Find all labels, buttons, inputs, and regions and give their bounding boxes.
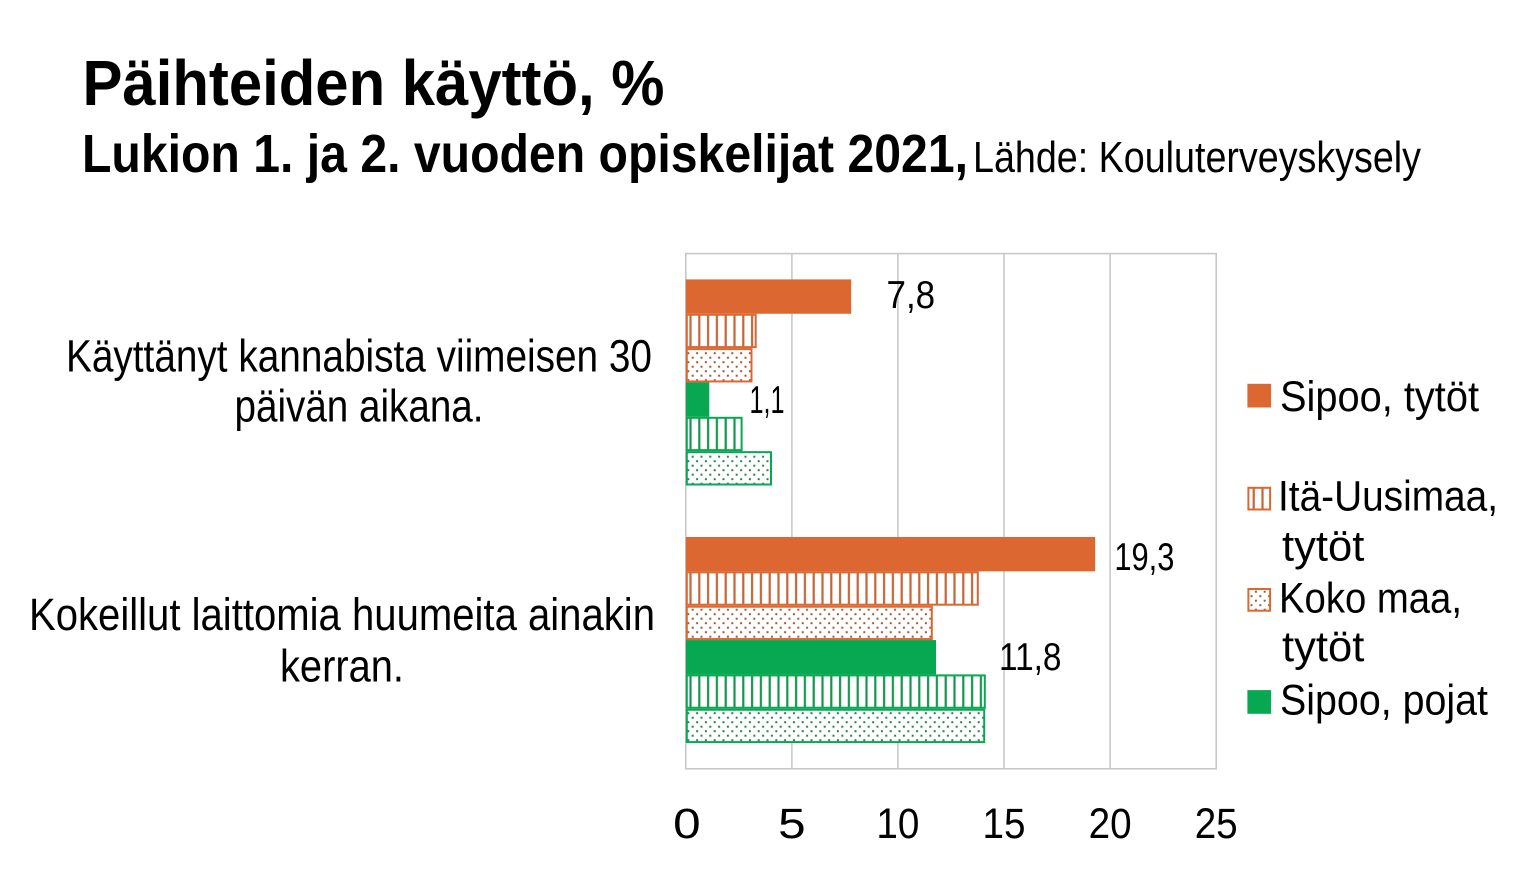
svg-text:Koko maa,: Koko maa, bbox=[1279, 574, 1462, 622]
svg-text:0: 0 bbox=[673, 800, 701, 847]
svg-text:10: 10 bbox=[876, 800, 919, 847]
svg-text:7,8: 7,8 bbox=[887, 274, 936, 317]
svg-text:Käyttänyt kannabista viimeisen: Käyttänyt kannabista viimeisen 30 bbox=[66, 331, 652, 382]
svg-text:Päihteiden käyttö, %: Päihteiden käyttö, % bbox=[83, 47, 665, 119]
svg-text:5: 5 bbox=[778, 800, 806, 847]
svg-text:1,1: 1,1 bbox=[750, 379, 785, 422]
svg-text:15: 15 bbox=[983, 800, 1026, 847]
svg-text:Itä-Uusimaa,: Itä-Uusimaa, bbox=[1278, 472, 1498, 520]
svg-text:Sipoo, pojat: Sipoo, pojat bbox=[1280, 677, 1488, 725]
svg-text:kerran.: kerran. bbox=[280, 641, 404, 692]
svg-text:Kokeillut laittomia huumeita a: Kokeillut laittomia huumeita ainakin bbox=[29, 589, 655, 640]
svg-text:11,8: 11,8 bbox=[999, 636, 1062, 679]
svg-text:20: 20 bbox=[1089, 800, 1132, 847]
svg-text:päivän aikana.: päivän aikana. bbox=[235, 381, 484, 432]
svg-text:25: 25 bbox=[1195, 800, 1238, 847]
svg-text:19,3: 19,3 bbox=[1114, 536, 1174, 579]
svg-text:Lähde: Kouluterveyskysely: Lähde: Kouluterveyskysely bbox=[973, 133, 1421, 182]
svg-text:tytöt: tytöt bbox=[1282, 523, 1364, 571]
svg-text:tytöt: tytöt bbox=[1282, 623, 1364, 671]
svg-text:Lukion 1. ja 2. vuoden opiskel: Lukion 1. ja 2. vuoden opiskelijat 2021, bbox=[82, 124, 968, 184]
svg-text:Sipoo, tytöt: Sipoo, tytöt bbox=[1280, 373, 1479, 421]
